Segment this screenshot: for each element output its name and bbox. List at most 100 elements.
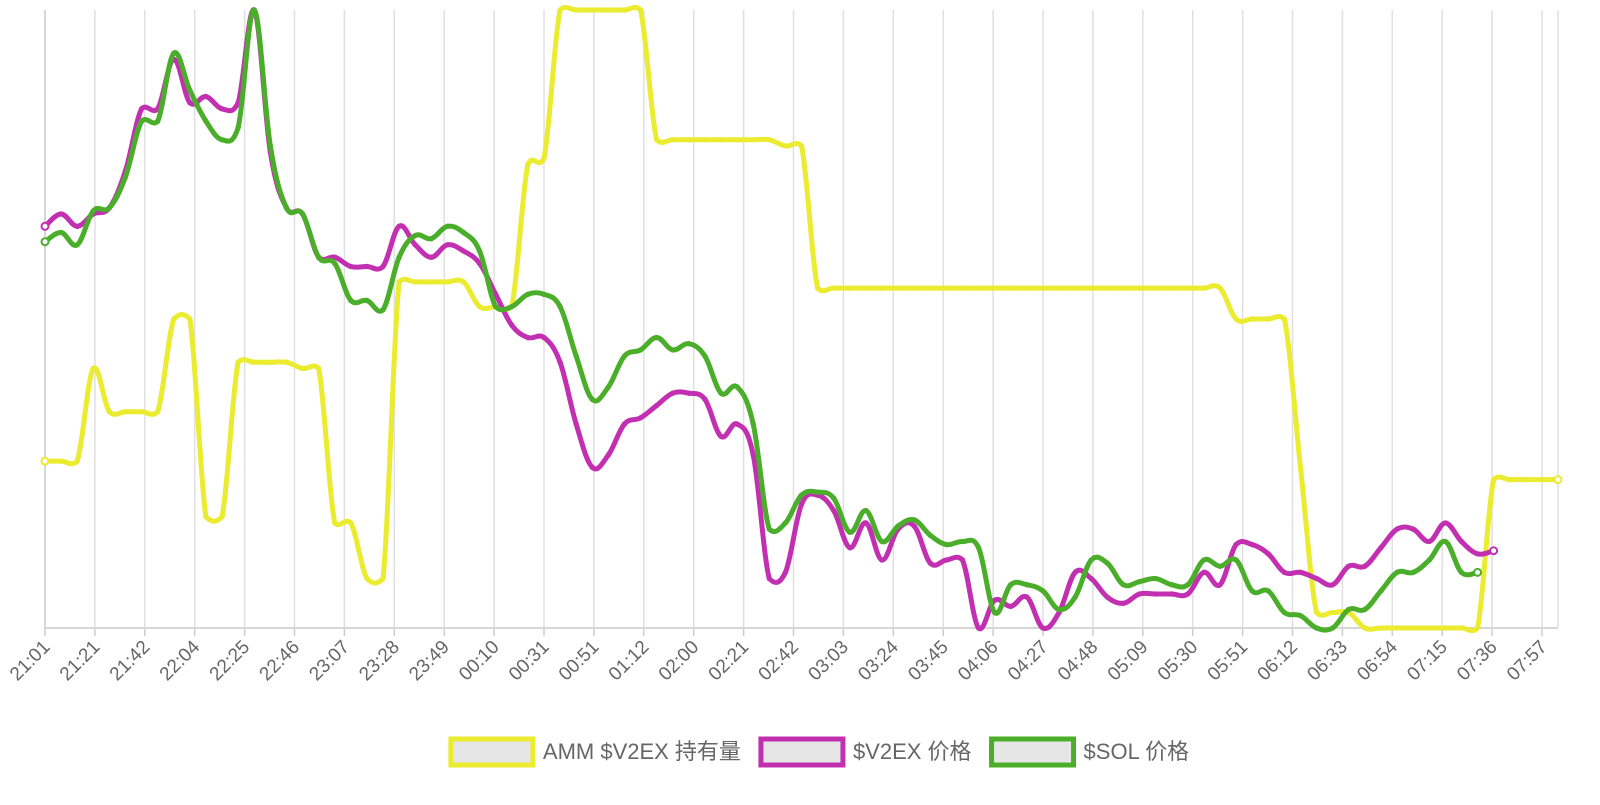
legend-item[interactable]: $SOL 价格 <box>989 736 1190 768</box>
data-point <box>1120 285 1127 291</box>
data-point <box>396 254 402 260</box>
data-point <box>991 609 998 616</box>
data-point <box>1008 285 1014 291</box>
data-point <box>74 223 80 230</box>
data-point <box>1136 578 1143 585</box>
data-point <box>412 279 418 285</box>
data-point <box>1152 591 1159 597</box>
data-point <box>1265 316 1271 322</box>
data-point <box>879 285 885 291</box>
data-point <box>734 384 740 390</box>
data-point <box>1040 625 1046 631</box>
x-tick-label: 21:01 <box>6 637 54 685</box>
data-point <box>782 520 789 526</box>
data-point <box>1217 582 1223 588</box>
data-point <box>814 285 821 291</box>
data-point <box>927 532 933 538</box>
data-point <box>557 359 563 365</box>
data-point <box>1136 285 1143 291</box>
data-point <box>1088 285 1094 291</box>
data-point <box>154 118 161 124</box>
data-point <box>734 421 740 427</box>
legend-item[interactable]: AMM $V2EX 持有量 <box>448 736 741 768</box>
data-point <box>686 390 692 396</box>
data-point <box>1201 569 1207 576</box>
data-point <box>702 353 708 359</box>
data-point <box>718 137 724 143</box>
data-point <box>476 248 483 254</box>
data-point <box>315 254 322 260</box>
data-point <box>380 575 386 582</box>
data-point <box>122 174 129 180</box>
data-point <box>1523 476 1529 483</box>
legend-swatch <box>758 736 846 768</box>
data-point <box>1378 588 1384 594</box>
legend-item[interactable]: $V2EX 价格 <box>758 736 972 768</box>
x-tick-label: 22:25 <box>206 637 254 685</box>
data-point <box>1281 609 1288 616</box>
x-tick-label: 21:21 <box>56 637 104 685</box>
data-point <box>1539 476 1545 483</box>
data-point <box>1362 606 1368 613</box>
data-point <box>1394 625 1400 631</box>
data-point <box>1008 582 1014 588</box>
data-point <box>1008 603 1014 610</box>
data-point <box>798 492 805 498</box>
x-tick-label: 07:15 <box>1403 637 1451 685</box>
data-point <box>58 229 64 236</box>
data-point <box>1507 476 1513 483</box>
data-point <box>187 100 193 106</box>
legend-label: $SOL 价格 <box>1084 739 1190 764</box>
data-point <box>605 452 612 458</box>
x-tick-label: 05:51 <box>1204 637 1252 685</box>
data-point <box>1329 582 1336 588</box>
x-tick-label: 03:03 <box>804 637 852 685</box>
data-point <box>1378 625 1384 631</box>
data-point <box>332 254 338 260</box>
data-point <box>879 538 885 545</box>
data-point <box>1378 544 1384 551</box>
data-point <box>428 254 434 260</box>
x-tick-label: 07:36 <box>1453 637 1501 685</box>
data-point <box>830 495 837 501</box>
data-point <box>1233 541 1239 548</box>
data-point <box>1426 625 1432 631</box>
x-tick-label: 23:07 <box>305 637 353 685</box>
x-tick-label: 06:54 <box>1353 636 1402 685</box>
data-point <box>40 456 50 466</box>
data-point <box>1394 526 1400 532</box>
data-point <box>1024 594 1030 600</box>
data-point <box>332 260 338 267</box>
x-tick-labels: 21:01 21:21 21:42 22:04 22:25 22:46 23:07 23:28… <box>6 636 1551 685</box>
data-point <box>1152 575 1159 582</box>
data-point <box>863 520 869 526</box>
data-point <box>573 353 579 359</box>
data-point <box>1410 569 1416 576</box>
data-point <box>927 285 933 291</box>
data-point <box>444 242 451 248</box>
data-point <box>1136 591 1143 597</box>
data-point <box>1553 475 1563 485</box>
data-point <box>1313 625 1320 631</box>
data-point <box>106 205 113 211</box>
data-point <box>895 523 901 529</box>
data-point <box>750 452 756 458</box>
data-point <box>1088 575 1094 582</box>
series-amm-holdings <box>40 4 1563 634</box>
data-point <box>589 396 595 403</box>
legend[interactable]: AMM $V2EX 持有量 $V2EX 价格 $SOL 价格 <box>448 736 1190 768</box>
data-point <box>428 235 434 242</box>
data-point <box>299 365 306 372</box>
data-point <box>1169 591 1175 597</box>
data-point <box>943 557 950 563</box>
data-point <box>1410 625 1416 631</box>
x-tick-label: 01:12 <box>605 637 653 685</box>
x-tick-label: 02:21 <box>705 637 753 685</box>
data-point <box>74 242 80 248</box>
x-tick-label: 03:45 <box>904 637 952 685</box>
data-point <box>1458 538 1465 545</box>
data-point <box>1265 551 1271 557</box>
data-point <box>637 415 644 421</box>
data-point <box>203 93 209 100</box>
